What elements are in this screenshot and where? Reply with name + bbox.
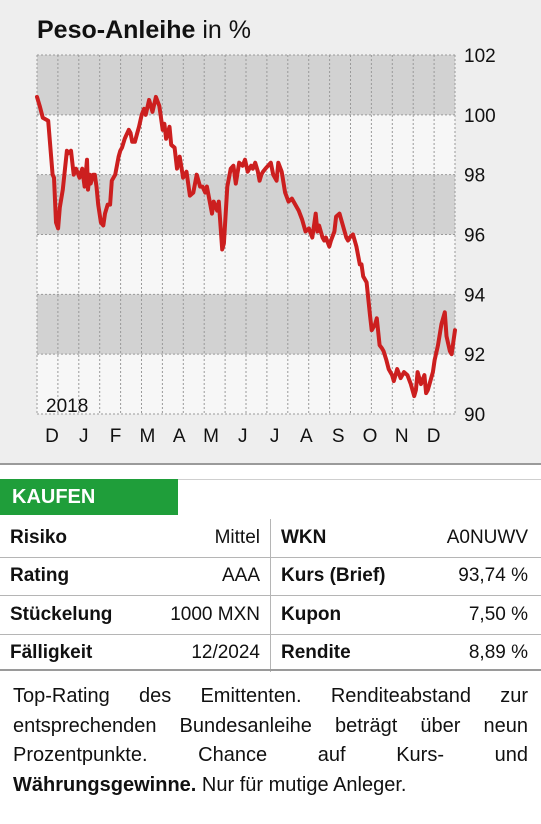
fact-value: 8,89 % bbox=[468, 642, 528, 664]
table-row: Stückelung 1000 MXN Kupon 7,50 % bbox=[0, 595, 541, 635]
description-body: Top-Rating des Emittenten. Renditeabstan… bbox=[13, 685, 528, 766]
chart-title-main: Peso-Anleihe bbox=[37, 16, 196, 44]
fact-value: AAA bbox=[150, 557, 271, 596]
x-tick-label: M bbox=[203, 426, 219, 447]
fact-value: 93,74 % bbox=[411, 557, 541, 596]
fact-value: 7,50 % bbox=[411, 595, 541, 635]
fact-label: Risiko bbox=[0, 519, 150, 558]
y-tick-label: 102 bbox=[464, 46, 496, 67]
fact-label: Rendite bbox=[270, 634, 411, 672]
y-tick-label: 90 bbox=[464, 405, 485, 426]
x-tick-label: D bbox=[45, 426, 59, 447]
kaufen-badge: KAUFEN bbox=[0, 479, 178, 515]
fact-value: 12/2024 bbox=[191, 642, 260, 664]
fact-value: 1000 MXN bbox=[150, 595, 271, 635]
description-highlight: Währungsgewinne. bbox=[13, 773, 197, 796]
x-tick-label: N bbox=[395, 426, 409, 447]
divider-line bbox=[0, 669, 541, 671]
x-tick-label: O bbox=[363, 426, 378, 447]
table-row: Fälligkeit 12/2024 Rendite 8,89 % bbox=[0, 634, 541, 672]
x-tick-label: M bbox=[139, 426, 155, 447]
chart-title: Peso-Anleihe in % bbox=[37, 16, 251, 45]
table-row: Rating AAA Kurs (Brief) 93,74 % bbox=[0, 557, 541, 596]
series-layer bbox=[35, 94, 457, 399]
x-tick-label: S bbox=[332, 426, 345, 447]
y-axis: 90 92 94 96 98 100 102 bbox=[464, 46, 496, 426]
x-tick-label: J bbox=[270, 426, 280, 447]
description-text: Top-Rating des Emittenten. Renditeabstan… bbox=[13, 682, 528, 800]
y-tick-label: 100 bbox=[464, 106, 496, 127]
y-tick-label: 94 bbox=[464, 285, 486, 306]
fact-value: A0NUWV bbox=[411, 519, 541, 558]
table-row: Risiko Mittel WKN A0NUWV bbox=[0, 519, 541, 558]
description-tail: Nur für mutige Anleger. bbox=[201, 773, 407, 796]
divider-line bbox=[0, 463, 541, 465]
x-tick-label: D bbox=[427, 426, 441, 447]
fact-value: Mittel bbox=[150, 519, 271, 558]
fact-label: Kurs (Brief) bbox=[270, 557, 411, 596]
y-tick-label: 98 bbox=[464, 166, 485, 187]
fact-label: Stückelung bbox=[0, 595, 150, 635]
year-label: 2018 bbox=[46, 396, 88, 417]
x-tick-label: A bbox=[173, 426, 186, 447]
facts-table: Risiko Mittel WKN A0NUWV Rating AAA Kurs… bbox=[0, 519, 541, 672]
fact-label: Fälligkeit bbox=[10, 642, 93, 664]
y-tick-label: 96 bbox=[464, 226, 485, 247]
y-tick-label: 92 bbox=[464, 345, 485, 366]
x-tick-label: J bbox=[238, 426, 248, 447]
divider-line bbox=[178, 479, 541, 480]
fact-label: Rating bbox=[0, 557, 150, 596]
fact-label: Kupon bbox=[270, 595, 411, 635]
x-tick-label: J bbox=[79, 426, 89, 447]
fact-label: WKN bbox=[270, 519, 411, 558]
x-tick-label: F bbox=[110, 426, 122, 447]
chart-title-unit: in % bbox=[202, 16, 251, 44]
series-line bbox=[35, 94, 457, 399]
x-tick-label: A bbox=[300, 426, 313, 447]
